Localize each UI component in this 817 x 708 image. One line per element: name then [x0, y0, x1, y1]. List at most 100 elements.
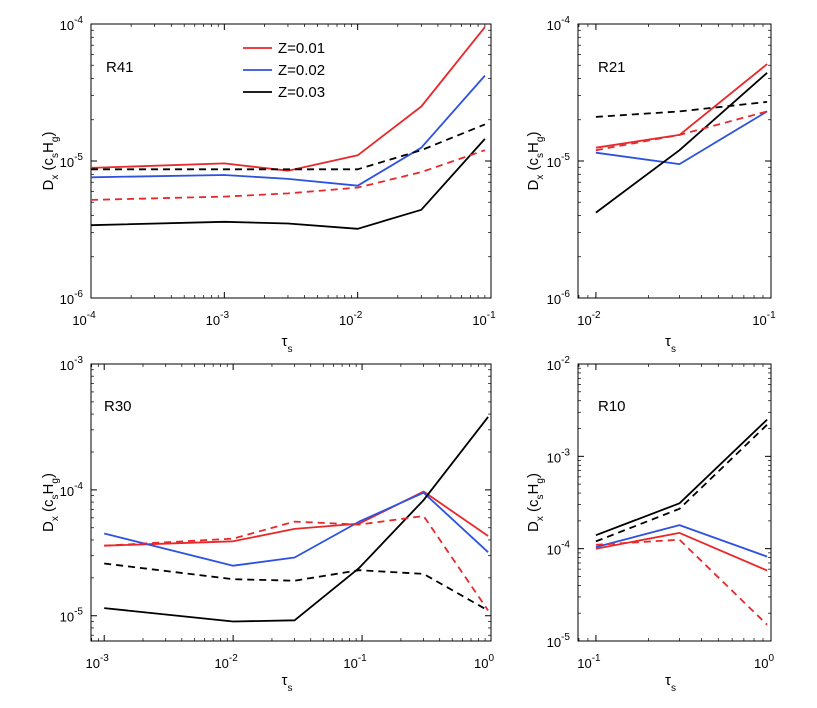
y-axis-label-paren-close: ) [525, 473, 542, 478]
x-tick-base: 10 [343, 656, 357, 671]
y-tick-exp: -6 [561, 289, 570, 300]
y-tick-exp: -4 [74, 15, 83, 26]
series-z-0-02-line [595, 110, 768, 166]
x-tick-label: 100 [754, 653, 774, 671]
y-tick-exp: -5 [561, 152, 570, 163]
y-axis-label-sub2: s [50, 494, 61, 499]
y-axis-label-sub3: g [535, 478, 546, 484]
x-tick-label: 10-3 [86, 653, 110, 671]
x-tick-base: 10 [86, 656, 100, 671]
series-z-0-01-line [104, 490, 489, 547]
x-axis-label: τs [665, 333, 676, 355]
legend-label: Z=0.01 [278, 40, 325, 57]
y-tick-exp: -5 [74, 152, 83, 163]
x-tick-base: 10 [72, 313, 86, 328]
x-axis-label-main: τ [282, 333, 288, 350]
y-tick-base: 10 [547, 358, 561, 373]
y-axis-label: Dx (csHg) [40, 132, 61, 191]
x-tick-base: 10 [214, 656, 228, 671]
plot-frame [90, 363, 492, 642]
y-tick-exp: -5 [74, 607, 83, 618]
x-tick-label: 10-2 [339, 310, 363, 328]
series-z-0-03-dashed-line [595, 424, 768, 543]
x-axis-label-main: τ [282, 672, 288, 689]
x-tick-label: 10-2 [214, 653, 238, 671]
x-tick-base: 10 [474, 656, 488, 671]
series-z-0-03-dashed-line [104, 562, 489, 612]
y-tick-exp: -6 [74, 289, 83, 300]
y-axis-label-sub2: s [50, 153, 61, 158]
x-tick-exp: 0 [768, 653, 774, 664]
x-tick-base: 10 [206, 313, 220, 328]
series-z-0-02-line [90, 75, 486, 187]
y-axis-label: Dx (csHg) [525, 132, 546, 191]
series-z-0-03-line [595, 418, 768, 537]
y-axis-label-sub3: g [50, 137, 61, 143]
panel-title: R10 [598, 398, 626, 415]
y-tick-base: 10 [60, 610, 74, 625]
x-tick-exp: 0 [488, 653, 494, 664]
legend-label: Z=0.03 [278, 84, 325, 101]
y-axis-label-paren-open: (c [525, 499, 542, 516]
y-axis-label-paren-open: (c [525, 157, 542, 174]
y-tick-label: 10-3 [60, 355, 84, 373]
y-tick-base: 10 [547, 155, 561, 170]
x-axis-label-sub: s [287, 344, 292, 355]
series-z-0-01-line [90, 26, 486, 172]
series-z-0-03-line [595, 72, 768, 214]
x-tick-exp: -3 [220, 310, 229, 321]
plot-frame [577, 363, 772, 642]
series-z-0-01-dashed-line [595, 110, 768, 152]
series-z-0-03-line [104, 416, 489, 623]
y-tick-base: 10 [547, 635, 561, 650]
y-tick-label: 10-4 [60, 481, 84, 499]
y-tick-exp: -3 [561, 447, 570, 458]
y-axis-label-mid: H [40, 142, 57, 153]
x-axis-label: τs [665, 672, 676, 694]
x-tick-exp: -3 [100, 653, 109, 664]
series-z-0-03-line [90, 138, 486, 230]
y-tick-label: 10-4 [60, 15, 84, 33]
y-tick-base: 10 [60, 358, 74, 373]
y-tick-base: 10 [547, 292, 561, 307]
y-axis-label-sub: x [535, 516, 546, 521]
minor-ticks [91, 364, 491, 641]
series-z-0-01-dashed-line [595, 538, 768, 626]
y-tick-label: 10-4 [547, 15, 571, 33]
y-tick-base: 10 [547, 543, 561, 558]
y-tick-exp: -5 [561, 632, 570, 643]
series-z-0-02-line [595, 524, 768, 558]
y-axis-label-mid: H [40, 484, 57, 495]
x-axis-label-main: τ [665, 333, 671, 350]
y-tick-base: 10 [547, 18, 561, 33]
x-tick-label: 100 [474, 653, 494, 671]
series-z-0-01-dashed-line [90, 149, 486, 201]
x-tick-exp: -1 [767, 310, 776, 321]
y-tick-base: 10 [60, 484, 74, 499]
y-axis-label-paren-open: (c [40, 157, 57, 174]
series-z-0-03-dashed-line [595, 101, 768, 118]
plot-frame [90, 23, 492, 299]
x-tick-exp: -1 [592, 653, 601, 664]
y-tick-base: 10 [60, 18, 74, 33]
y-tick-base: 10 [60, 155, 74, 170]
series-z-0-03-dashed-line [91, 123, 486, 171]
y-tick-label: 10-3 [547, 447, 571, 465]
y-tick-label: 10-5 [60, 607, 84, 625]
y-axis-label-sub: x [50, 516, 61, 521]
legend: Z=0.01 Z=0.02 Z=0.03 [243, 40, 325, 101]
y-tick-label: 10-6 [60, 289, 84, 307]
y-axis-label-main: D [525, 521, 542, 532]
series-z-0-02-line [103, 491, 489, 567]
x-tick-label: 10-1 [752, 310, 776, 328]
y-tick-base: 10 [547, 450, 561, 465]
y-tick-label: 10-6 [547, 289, 571, 307]
x-tick-label: 10-2 [577, 310, 601, 328]
y-tick-label: 10-2 [547, 355, 571, 373]
y-tick-label: 10-5 [60, 152, 84, 170]
x-axis-label-sub: s [671, 344, 676, 355]
y-axis-label-sub2: s [535, 153, 546, 158]
